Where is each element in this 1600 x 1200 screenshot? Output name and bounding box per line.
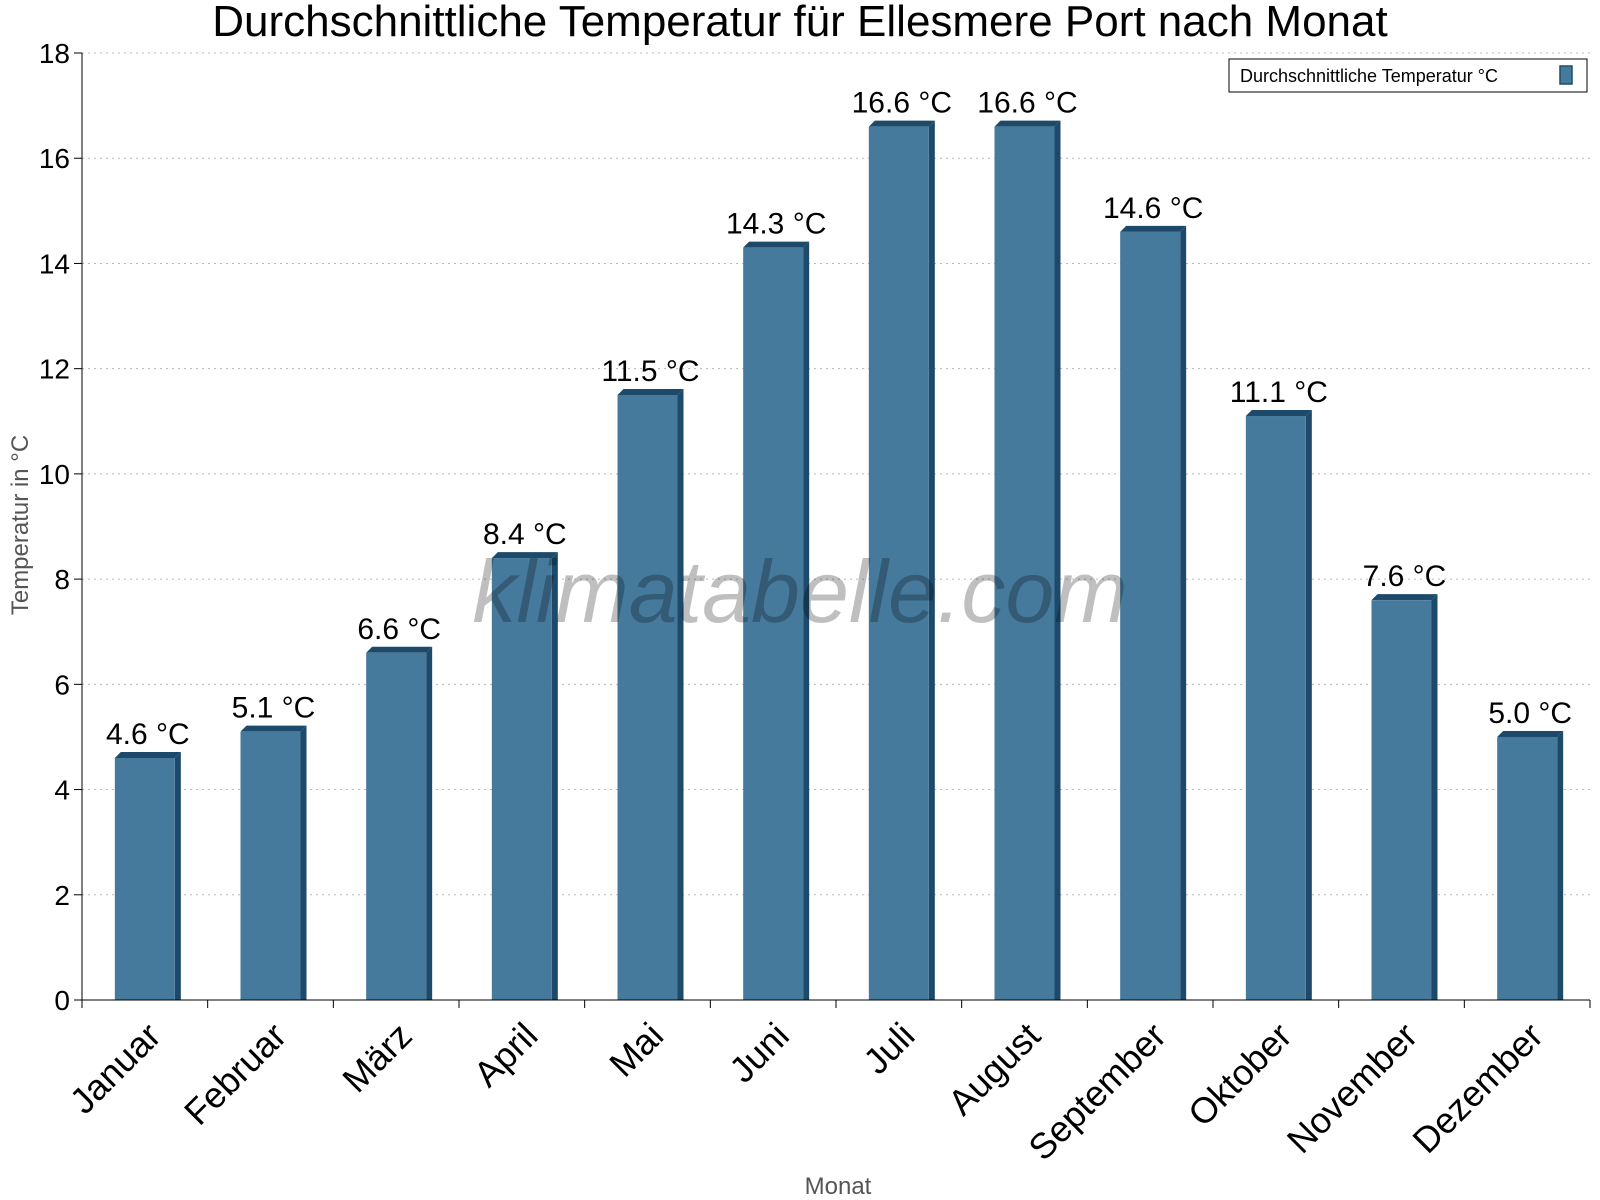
x-tick-label: Oktober bbox=[1180, 1015, 1300, 1135]
y-tick-label: 18 bbox=[39, 38, 70, 69]
bar-front bbox=[743, 247, 804, 1000]
bar-side bbox=[551, 552, 558, 1000]
data-label: 11.1 °C bbox=[1230, 376, 1328, 409]
bar bbox=[994, 120, 1061, 1000]
bar-front bbox=[617, 394, 678, 1000]
bar-top bbox=[1371, 594, 1438, 601]
bar-top bbox=[743, 241, 810, 248]
y-tick-label: 4 bbox=[54, 775, 70, 806]
bar-front bbox=[1245, 416, 1306, 1000]
bar-front bbox=[994, 126, 1055, 1000]
chart-title: Durchschnittliche Temperatur für Ellesme… bbox=[212, 0, 1387, 46]
y-tick-label: 10 bbox=[39, 459, 70, 490]
bar-side bbox=[300, 725, 307, 1000]
data-label: 6.6 °C bbox=[357, 613, 441, 646]
bars bbox=[114, 120, 1564, 1000]
y-axis-label: Temperatur in °C bbox=[7, 435, 34, 615]
bar-front bbox=[491, 558, 552, 1000]
bar-top bbox=[617, 388, 684, 395]
bar bbox=[743, 241, 810, 1000]
bar-front bbox=[114, 757, 175, 1000]
bar-top bbox=[868, 120, 935, 127]
data-label: 16.6 °C bbox=[852, 87, 952, 120]
bar-side bbox=[1305, 410, 1312, 1000]
grid-lines bbox=[82, 52, 1590, 896]
y-tick-label: 12 bbox=[39, 354, 70, 385]
bar-side bbox=[928, 120, 935, 1000]
legend-swatch bbox=[1559, 65, 1573, 85]
x-tick-label: Juni bbox=[721, 1015, 797, 1091]
data-label: 5.1 °C bbox=[232, 692, 316, 725]
x-tick-labels: Januar Februar März April Mai Juni Juli AugustS… bbox=[62, 1015, 1551, 1169]
bar-top bbox=[366, 646, 433, 653]
y-tick-label: 0 bbox=[54, 985, 70, 1016]
data-label: 11.5 °C bbox=[601, 355, 699, 388]
bar-front bbox=[240, 731, 301, 1000]
bar-top bbox=[1120, 225, 1187, 232]
bar-top bbox=[994, 120, 1061, 127]
bar bbox=[617, 388, 684, 1000]
bar-top bbox=[240, 725, 307, 732]
y-tick-label: 6 bbox=[54, 669, 70, 700]
bar bbox=[868, 120, 935, 1000]
bar bbox=[366, 646, 433, 1000]
bar-top bbox=[1497, 730, 1564, 737]
bar-side bbox=[1557, 730, 1564, 1000]
y-tick-label: 14 bbox=[39, 248, 70, 279]
bar-side bbox=[174, 751, 181, 1000]
data-label: 14.3 °C bbox=[726, 208, 826, 241]
bar bbox=[1245, 410, 1312, 1000]
bar bbox=[1497, 730, 1564, 1000]
bar bbox=[1120, 225, 1187, 1000]
bar-side bbox=[1431, 594, 1438, 1000]
bar-front bbox=[366, 652, 427, 1000]
data-label: 7.6 °C bbox=[1363, 560, 1447, 593]
x-tick-label: April bbox=[466, 1015, 546, 1095]
bar bbox=[114, 751, 181, 1000]
y-tick-label: 2 bbox=[54, 880, 70, 911]
bar-top bbox=[1245, 410, 1312, 417]
bar-front bbox=[868, 126, 929, 1000]
x-tick-label: September bbox=[1020, 1015, 1174, 1169]
bar bbox=[240, 725, 307, 1000]
bar bbox=[1371, 594, 1438, 1000]
bar-side bbox=[803, 241, 810, 1000]
legend: Durchschnittliche Temperatur °C bbox=[1228, 58, 1588, 93]
x-axis-label: Monat bbox=[805, 1173, 872, 1200]
bar-side bbox=[1054, 120, 1061, 1000]
watermark: klimatabelle.com bbox=[472, 542, 1127, 641]
axes bbox=[74, 52, 1591, 1008]
bar bbox=[491, 552, 558, 1000]
bar-side bbox=[426, 646, 433, 1000]
data-label: 14.6 °C bbox=[1103, 192, 1203, 225]
x-tick-label: Januar bbox=[62, 1015, 169, 1122]
x-tick-label: November bbox=[1279, 1015, 1425, 1161]
data-label: 16.6 °C bbox=[977, 87, 1077, 120]
bar-front bbox=[1497, 736, 1558, 1000]
legend-entry-label: Durchschnittliche Temperatur °C bbox=[1240, 66, 1498, 86]
y-tick-label: 16 bbox=[39, 143, 70, 174]
bar-front bbox=[1120, 231, 1181, 1000]
bar-side bbox=[677, 388, 684, 1000]
x-tick-label: Mai bbox=[601, 1015, 671, 1085]
data-label: 8.4 °C bbox=[483, 518, 567, 551]
x-tick-label: Dezember bbox=[1404, 1015, 1550, 1161]
data-label: 4.6 °C bbox=[106, 718, 190, 751]
x-tick-label: Juli bbox=[855, 1015, 922, 1082]
bar-front bbox=[1371, 600, 1432, 1000]
data-labels: 4.6 °C 5.1 °C 6.6 °C 8.4 °C 11.5 °C 14.3 °C 16… bbox=[106, 87, 1572, 751]
bar-side bbox=[1180, 225, 1187, 1000]
bar-top bbox=[491, 552, 558, 559]
bar-top bbox=[114, 751, 181, 758]
y-tick-label: 8 bbox=[54, 564, 70, 595]
y-tick-labels: 0 2 4 6 8 10 12 14 16 18 bbox=[39, 38, 70, 1016]
x-tick-label: August bbox=[940, 1015, 1048, 1123]
data-label: 5.0 °C bbox=[1488, 697, 1572, 730]
x-tick-label: Februar bbox=[176, 1015, 294, 1133]
x-tick-label: März bbox=[334, 1015, 420, 1101]
legend-box bbox=[1228, 58, 1588, 93]
